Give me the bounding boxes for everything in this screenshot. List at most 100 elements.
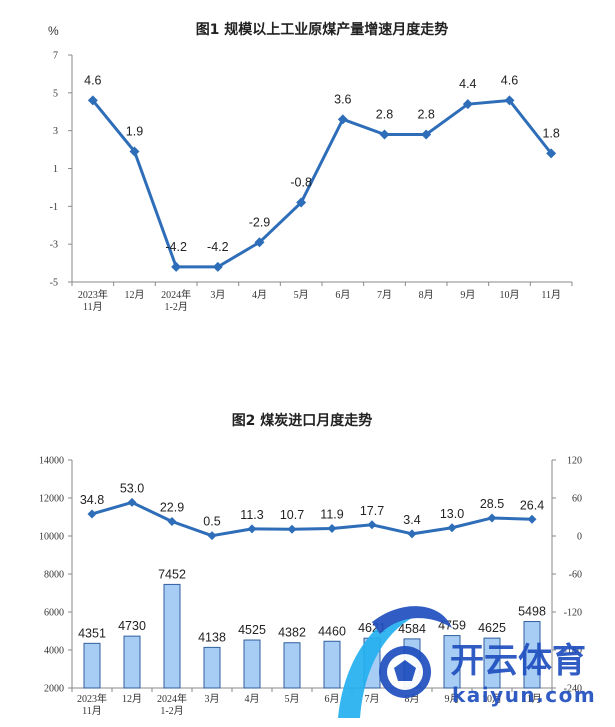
chart-1-y-ticks: 7 5 3 1 -1 -3 -5 xyxy=(50,51,72,289)
chart-1-data-label: 2.8 xyxy=(376,107,393,121)
chart-2-bar xyxy=(483,637,501,689)
chart-2-line-label: 26.4 xyxy=(520,498,544,512)
chart-1-point xyxy=(296,197,307,208)
chart-1-x-tick-label: 3月 xyxy=(210,289,225,301)
chart-2-x-tick-label: 12月 xyxy=(122,693,142,705)
chart-1-y-tick-label: 3 xyxy=(53,126,58,137)
chart-2-x-tick-label: 2023年 xyxy=(77,692,107,705)
chart-1-x-tick-label: 11月 xyxy=(83,301,103,313)
chart-2-left-tick-label: 12000 xyxy=(39,494,64,505)
chart-2-x-tick-label: 10月 xyxy=(482,693,502,705)
chart-2-line-label: 22.9 xyxy=(160,500,184,514)
chart-2-point xyxy=(527,514,537,524)
chart-2-line-label: 11.3 xyxy=(240,508,263,522)
chart-2-left-tick-label: 10000 xyxy=(39,532,64,543)
chart-2-right-tick-label: -240 xyxy=(564,684,582,695)
chart-1-y-tick-label: -5 xyxy=(50,278,58,289)
chart-2-right-tick-label: 120 xyxy=(567,456,582,467)
chart-2-x-tick-label: 4月 xyxy=(245,693,260,705)
chart-2-left-tick-label: 14000 xyxy=(39,456,64,467)
chart-1-data-label: 4.6 xyxy=(84,73,101,87)
chart-2-bar-label: 7452 xyxy=(158,567,186,581)
chart-2-left-y-ticks: 14000 12000 10000 8000 6000 4000 2000 xyxy=(39,456,72,695)
chart-2-bar-label: 4138 xyxy=(198,630,226,644)
chart-2-bar-label: 4525 xyxy=(238,623,266,637)
chart-2-bar-label: 4351 xyxy=(78,626,106,640)
chart-2-bar-label: 4625 xyxy=(478,621,506,635)
chart-1-y-tick-label: -3 xyxy=(50,240,58,251)
chart-2-bar-label: 4460 xyxy=(318,624,346,638)
chart-1-x-tick-label: 1-2月 xyxy=(164,301,187,313)
chart-1-x-tick-label: 9月 xyxy=(460,289,475,301)
chart-2-bar xyxy=(123,635,141,689)
chart-2-bar xyxy=(323,640,341,689)
chart-2-right-tick-label: -60 xyxy=(569,570,582,581)
chart-2-x-tick-label: 6月 xyxy=(325,693,340,705)
chart-2-bar xyxy=(283,642,301,689)
chart-2-line-label: 34.8 xyxy=(80,493,104,507)
chart-2-title: 图2 煤炭进口月度走势 xyxy=(232,412,373,429)
chart-2-x-tick-label: 1-2月 xyxy=(160,705,183,717)
chart-2-point xyxy=(447,523,457,533)
chart-2-x-tick-label: 9月 xyxy=(445,693,460,705)
chart-2-x-tick-label: 11月 xyxy=(522,693,542,705)
chart-1-x-tick-label: 8月 xyxy=(419,289,434,301)
chart-2-point xyxy=(407,529,417,539)
chart-1-y-tick-label: -1 xyxy=(50,202,58,213)
chart-1-data-label: -4.2 xyxy=(165,240,187,254)
chart-2-right-tick-label: 0 xyxy=(577,532,582,543)
chart-2-right-tick-label: 60 xyxy=(572,494,582,505)
chart-2-bar xyxy=(443,635,461,689)
chart-2-x-tick-label: 5月 xyxy=(285,693,300,705)
chart-2-point xyxy=(367,520,377,530)
chart-1-data-labels: 4.6 1.9 -4.2 -4.2 -2.9 -0.8 3.6 2.8 2.8 4.4 4.6 1.8 xyxy=(84,73,560,253)
chart-2-point xyxy=(167,516,177,526)
chart-1-x-tick-label: 5月 xyxy=(294,289,309,301)
chart-1-data-label: 1.9 xyxy=(126,124,143,138)
chart-2-line-label: 11.9 xyxy=(320,507,343,521)
chart-2-line-label: 10.7 xyxy=(280,508,304,522)
chart-1-point xyxy=(212,261,223,272)
chart-1-y-tick-label: 7 xyxy=(53,51,58,62)
chart-2-line-labels: 34.8 53.0 22.9 0.5 11.3 10.7 11.9 17.7 3.4 13.0 28… xyxy=(80,481,544,528)
chart-1-title: 图1 规模以上工业原煤产量增速月度走势 xyxy=(196,21,449,38)
chart-1-x-tick-label: 12月 xyxy=(125,289,145,301)
chart-1-data-label: 2.8 xyxy=(417,107,434,121)
chart-2-x-tick-label: 7月 xyxy=(365,693,380,705)
chart-1-point xyxy=(421,129,432,140)
chart-1-x-tick-label: 7月 xyxy=(377,289,392,301)
chart-1-data-label: 4.6 xyxy=(501,73,518,87)
chart-1-x-tick-label: 11月 xyxy=(541,289,561,301)
chart-2-right-tick-label: -120 xyxy=(564,608,582,619)
chart-1-unit-label: % xyxy=(48,24,59,38)
chart-1-point xyxy=(379,129,390,140)
chart-2-line-label: 28.5 xyxy=(480,497,504,511)
chart-2-left-tick-label: 2000 xyxy=(44,684,64,695)
chart-2-x-tick-label: 11月 xyxy=(82,705,102,717)
chart-1-axes xyxy=(71,55,573,286)
chart-2-line xyxy=(91,500,533,538)
chart-2-point xyxy=(127,497,137,507)
chart-1-data-label: -2.9 xyxy=(249,215,271,229)
chart-2-right-tick-label: -180 xyxy=(564,646,582,657)
chart-1-x-tick-label: 6月 xyxy=(335,289,350,301)
chart-2-x-tick-label: 2024年 xyxy=(157,692,187,705)
chart-2-point xyxy=(87,509,97,519)
chart-2-line-label: 17.7 xyxy=(360,504,384,518)
chart-2-bar-label: 4382 xyxy=(278,626,306,640)
chart-2-point xyxy=(327,523,337,533)
chart-1-x-tick-label: 4月 xyxy=(252,289,267,301)
chart-2-bar xyxy=(203,646,221,689)
chart-2-x-tick-label: 3月 xyxy=(205,693,220,705)
chart-2-line-series xyxy=(87,497,537,541)
chart-1-point xyxy=(337,114,348,125)
watermark-text: 开云体育 xyxy=(450,641,586,681)
chart-1-x-tick-label: 2024年 xyxy=(161,288,191,301)
watermark-subtext: kaiyun.com xyxy=(452,683,596,707)
chart-2-bar xyxy=(83,642,101,689)
chart-1-data-label: 4.4 xyxy=(459,77,476,91)
chart-2-line-label: 53.0 xyxy=(120,481,144,495)
